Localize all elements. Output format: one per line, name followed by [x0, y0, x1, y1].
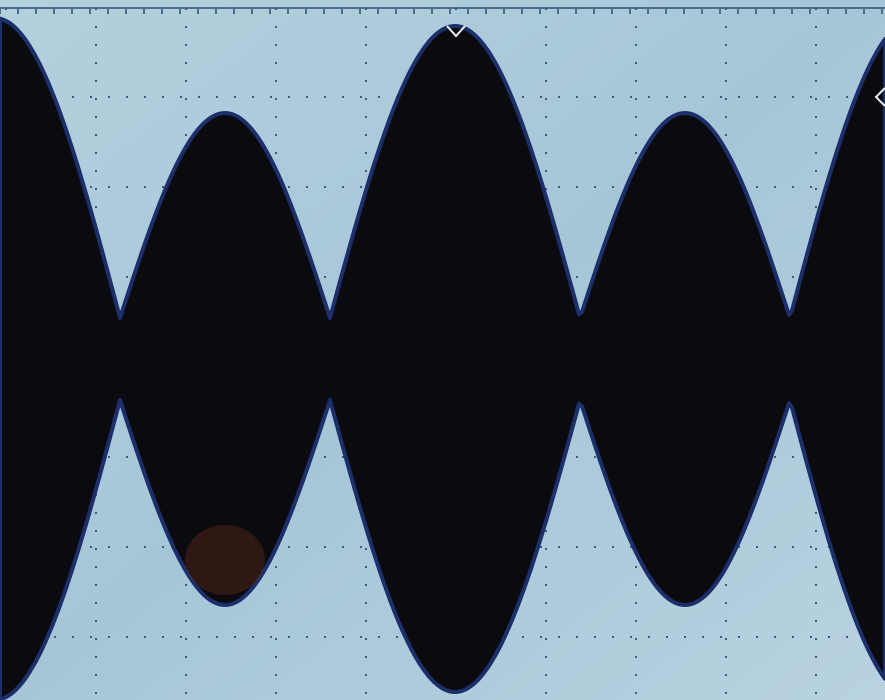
- screen-glare: [185, 525, 265, 595]
- oscilloscope-screen: [0, 0, 885, 700]
- page: (() => { const svg = document.getElement…: [0, 0, 885, 700]
